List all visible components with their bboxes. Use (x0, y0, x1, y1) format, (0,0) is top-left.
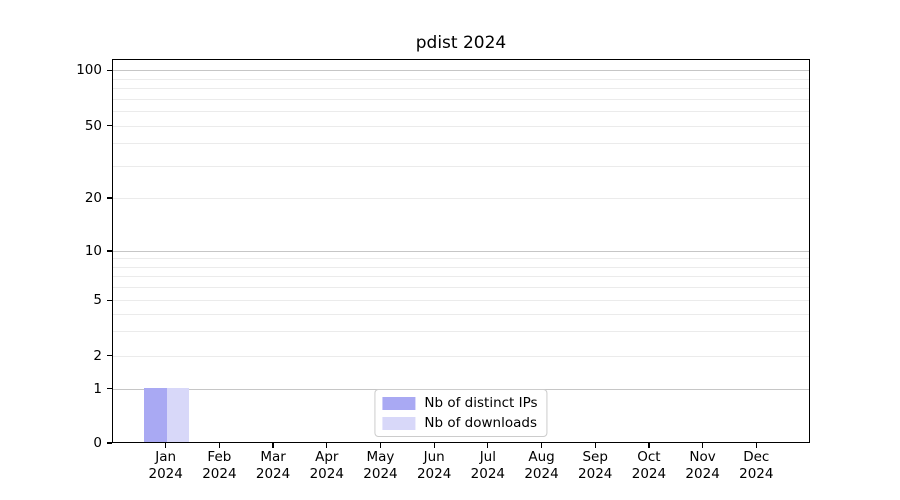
x-tick-mark (218, 443, 220, 448)
y-tick-mark (107, 69, 112, 71)
y-tick-label: 0 (93, 435, 102, 451)
x-tick-mark (487, 443, 489, 448)
x-tick-mark (540, 443, 543, 448)
x-tick-label: Aug 2024 (524, 449, 559, 482)
x-tick-label: Nov 2024 (685, 449, 720, 482)
y-tick-label: 1 (93, 380, 102, 397)
x-tick-label: Jan 2024 (148, 449, 183, 482)
y-gridline-minor (113, 331, 809, 333)
y-tick-label: 100 (76, 62, 102, 79)
x-tick-mark (594, 443, 596, 448)
y-tick-mark (107, 388, 112, 390)
x-tick-label: Apr 2024 (309, 449, 344, 482)
x-tick-mark (648, 443, 650, 448)
legend-swatch (382, 416, 416, 430)
y-gridline-minor (113, 276, 809, 278)
x-tick-mark (272, 443, 274, 448)
legend-swatch (382, 396, 416, 410)
y-tick-mark (107, 125, 112, 127)
plot-area: Nb of distinct IPs Nb of downloads (112, 59, 810, 443)
y-gridline-minor (113, 258, 809, 260)
x-tick-label: Jul 2024 (470, 449, 506, 482)
y-gridline-minor (113, 166, 809, 168)
y-gridline-minor (113, 98, 809, 100)
y-gridline (113, 251, 809, 252)
y-gridline (113, 198, 809, 199)
x-tick-label: May 2024 (363, 449, 398, 482)
x-tick-mark (755, 443, 757, 448)
x-tick-label: Jun 2024 (416, 449, 452, 482)
y-tick-mark (107, 442, 112, 444)
y-gridline (113, 125, 809, 127)
x-tick-mark (326, 443, 328, 448)
x-tick-label: Feb 2024 (202, 449, 237, 482)
chart-title: pdist 2024 (415, 33, 507, 53)
x-tick-mark (433, 443, 435, 448)
legend: Nb of distinct IPs Nb of downloads (374, 389, 548, 437)
y-tick-label: 5 (93, 292, 102, 309)
bar-nb-of-downloads (166, 387, 190, 442)
legend-label: Nb of downloads (424, 415, 537, 431)
y-gridline-minor (113, 88, 809, 90)
bar-nb-of-distinct-ips (144, 387, 167, 442)
legend-entry: Nb of downloads (382, 415, 537, 431)
y-gridline-minor (113, 143, 809, 145)
y-gridline-minor (113, 111, 809, 113)
y-gridline (113, 300, 809, 302)
y-tick-label: 2 (93, 347, 102, 364)
y-gridline-minor (113, 266, 809, 268)
x-tick-label: Dec 2024 (739, 449, 774, 482)
x-tick-label: Sep 2024 (578, 449, 613, 482)
y-tick-mark (107, 250, 112, 252)
x-tick-mark (702, 443, 704, 448)
y-tick-mark (107, 299, 112, 301)
y-tick-label: 10 (84, 243, 102, 259)
y-gridline (113, 355, 809, 357)
y-tick-mark (107, 197, 112, 199)
y-gridline (113, 70, 809, 72)
legend-label: Nb of distinct IPs (424, 395, 538, 411)
legend-entry: Nb of distinct IPs (382, 395, 538, 411)
y-gridline-minor (113, 313, 809, 315)
x-tick-label: Mar 2024 (255, 449, 291, 482)
x-tick-mark (379, 443, 382, 448)
y-tick-mark (107, 355, 112, 357)
y-tick-label: 20 (84, 190, 102, 206)
y-gridline-minor (113, 287, 809, 289)
y-gridline-minor (113, 78, 809, 80)
y-tick-label: 50 (84, 117, 102, 134)
x-tick-mark (165, 443, 167, 448)
x-tick-label: Oct 2024 (631, 449, 667, 482)
